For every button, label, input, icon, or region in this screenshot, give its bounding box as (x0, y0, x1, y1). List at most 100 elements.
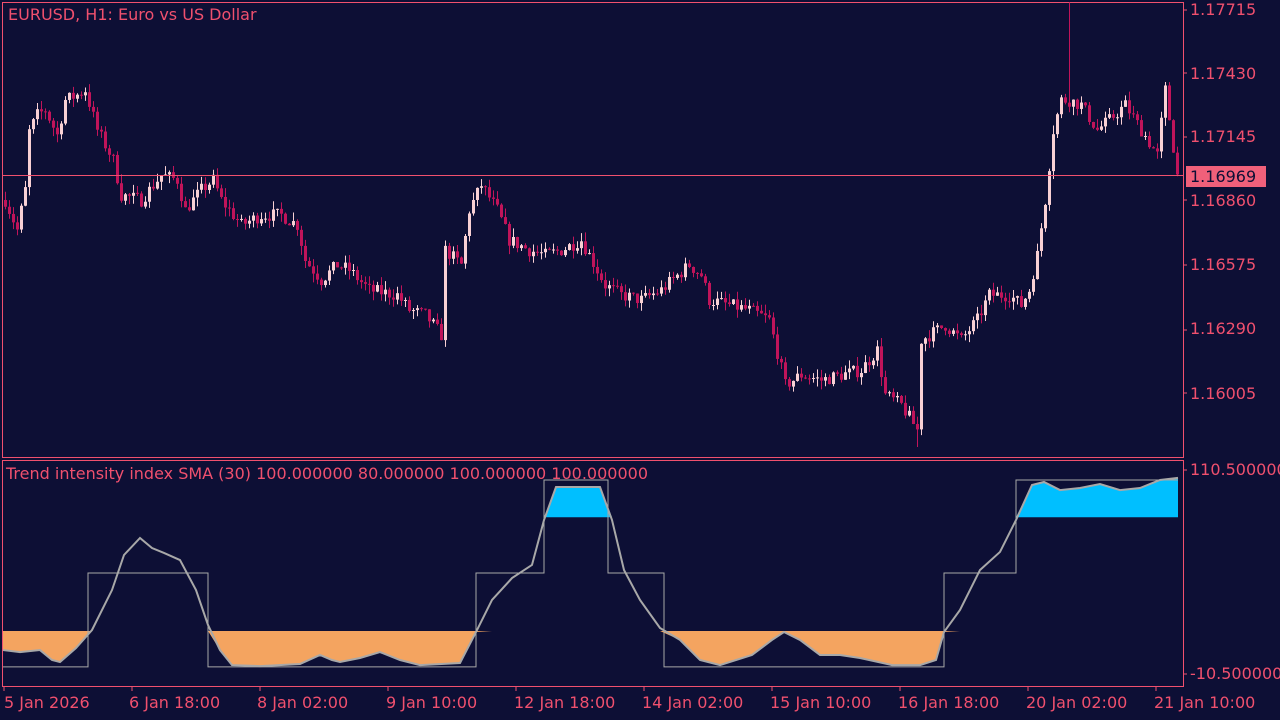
candle-body (580, 241, 583, 249)
candle-body (528, 248, 531, 257)
candle-body (948, 330, 951, 334)
candle-body (784, 362, 787, 380)
candle-body (204, 183, 207, 190)
candle-body (684, 263, 687, 278)
candle-body (984, 300, 987, 316)
candle-body (416, 308, 419, 311)
candle-body (408, 299, 411, 311)
time-label: 21 Jan 10:00 (1154, 693, 1256, 712)
candle-body (180, 183, 183, 202)
candle-body (1108, 114, 1111, 118)
candle-body (164, 174, 167, 176)
candle-body (640, 295, 643, 304)
candle-body (280, 208, 283, 214)
candle-body (516, 237, 519, 249)
candle-body (224, 196, 227, 208)
candle-body (520, 245, 523, 249)
current-price-label: 1.16969 (1186, 166, 1266, 187)
candle-body (648, 293, 651, 296)
candle-body (456, 251, 459, 258)
candle-body (28, 129, 31, 188)
price-pane-border (2, 2, 1184, 458)
candle-body (1064, 97, 1067, 103)
candle-body (216, 174, 219, 189)
candle-body (392, 297, 395, 300)
candle-body (1136, 114, 1139, 121)
candle-body (1060, 97, 1063, 115)
candle-body (652, 293, 655, 296)
candle-body (44, 111, 47, 113)
candle-body (832, 372, 835, 385)
candle-body (736, 299, 739, 310)
candle-body (944, 328, 947, 331)
candle-body (552, 249, 555, 251)
candle-body (88, 92, 91, 107)
candle-body (240, 218, 243, 220)
candle-body (540, 252, 543, 254)
candle-body (928, 338, 931, 342)
candle-body (96, 111, 99, 130)
candle-body (568, 244, 571, 251)
candle-body (604, 280, 607, 289)
candle-body (200, 183, 203, 190)
candle-body (148, 186, 151, 202)
candle-body (888, 392, 891, 394)
candle-body (560, 250, 563, 256)
candle-body (644, 293, 647, 296)
candle-body (488, 187, 491, 198)
candle-body (248, 220, 251, 224)
candle-body (752, 305, 755, 307)
candle-body (624, 292, 627, 301)
candle-body (144, 201, 147, 207)
candle-body (1040, 228, 1043, 251)
candle-body (848, 368, 851, 373)
candle-body (1000, 292, 1003, 298)
candle-body (748, 305, 751, 309)
candle-body (340, 267, 343, 269)
candle-body (312, 266, 315, 274)
candle-body (900, 395, 903, 403)
price-label: 1.16290 (1190, 319, 1257, 338)
candle-body (24, 187, 27, 206)
indicator-axis-label: 110.500000 (1190, 460, 1280, 479)
candle-body (176, 177, 179, 184)
candle-body (100, 129, 103, 132)
candle-body (720, 298, 723, 300)
candle-body (920, 343, 923, 430)
price-pane[interactable] (2, 2, 1184, 458)
candle-body (996, 292, 999, 296)
candle-body (1080, 102, 1083, 109)
candle-body (880, 346, 883, 378)
candle-body (192, 197, 195, 211)
candle-body (828, 377, 831, 385)
candle-body (396, 293, 399, 300)
candle-body (992, 289, 995, 296)
candle-body (288, 223, 291, 226)
candle-body (1160, 117, 1163, 152)
candle-body (124, 194, 127, 201)
candle-body (20, 205, 23, 230)
time-label: 15 Jan 10:00 (770, 693, 872, 712)
candle-body (128, 194, 131, 196)
candle-body (760, 310, 763, 314)
candle-body (432, 319, 435, 322)
candle-body (140, 193, 143, 207)
candle-body (856, 365, 859, 378)
candle-body (912, 410, 915, 425)
candle-body (680, 274, 683, 278)
candle-body (1156, 148, 1159, 152)
candle-body (300, 229, 303, 246)
candle-body (404, 299, 407, 301)
candle-body (244, 218, 247, 224)
candle-body (1168, 85, 1171, 121)
candle-body (840, 373, 843, 380)
price-label: 1.17715 (1190, 0, 1257, 19)
candle-body (844, 372, 847, 380)
candle-body (976, 313, 979, 321)
indicator-pane[interactable] (2, 460, 1184, 687)
candle-body (232, 208, 235, 220)
candle-body (524, 245, 527, 249)
candle-body (548, 248, 551, 250)
time-label: 6 Jan 18:00 (129, 693, 221, 712)
